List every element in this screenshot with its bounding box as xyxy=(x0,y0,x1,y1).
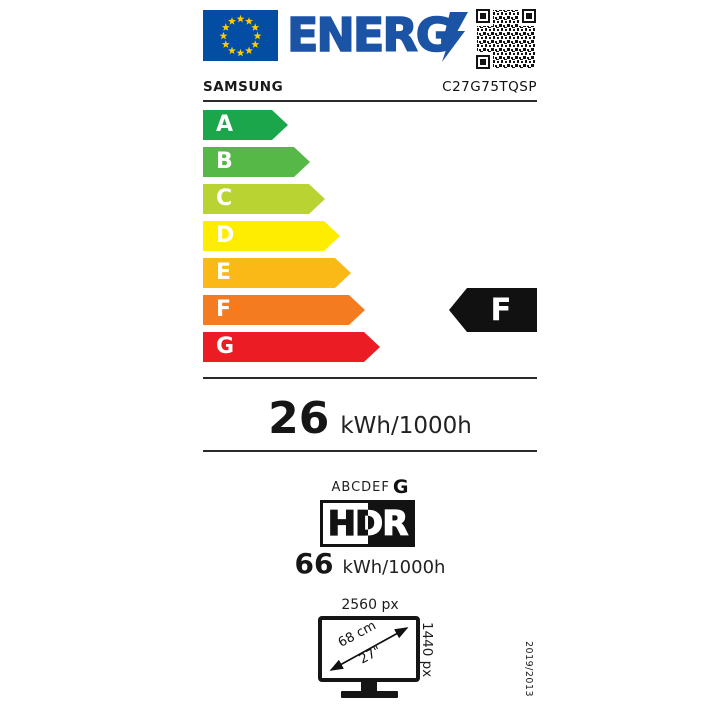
sdr-consumption-value: 26 xyxy=(268,393,330,444)
class-letter: G xyxy=(216,334,235,359)
class-letter: D xyxy=(216,223,235,248)
eu-flag-icon xyxy=(203,10,278,61)
screen-vertical-resolution: 1440 px xyxy=(419,622,435,678)
class-arrow-e: E xyxy=(203,258,351,288)
eu-energy-label: ENERG xyxy=(203,0,537,705)
class-arrow-g: G xyxy=(203,332,380,362)
class-letter: F xyxy=(216,297,232,322)
hdr-logo: HDR HDR xyxy=(320,500,415,547)
sdr-consumption-unit: kWh/1000h xyxy=(340,413,472,439)
class-letter: C xyxy=(216,186,233,211)
screen-horizontal-resolution: 2560 px xyxy=(341,597,399,613)
energ-wordmark: ENERG xyxy=(286,8,454,62)
sdr-energy-consumption: 26 kWh/1000h xyxy=(203,379,537,449)
monitor-stand-base xyxy=(341,691,398,698)
brand-name: SAMSUNG xyxy=(203,79,284,95)
class-letter: B xyxy=(216,149,233,174)
divider-line xyxy=(203,100,537,102)
hdr-scale-max: G xyxy=(392,476,409,498)
divider-line xyxy=(203,377,537,379)
model-number: C27G75TQSP xyxy=(442,79,537,95)
hdr-consumption-unit: kWh/1000h xyxy=(342,557,446,578)
class-letter: E xyxy=(216,260,232,285)
class-arrow-d: D xyxy=(203,221,340,251)
hdr-logo-black-half: HDR xyxy=(367,503,412,544)
class-arrow-a: A xyxy=(203,110,288,140)
monitor-stand-neck xyxy=(361,682,377,691)
hdr-consumption-value: 66 xyxy=(294,547,334,580)
class-arrow-b: B xyxy=(203,147,310,177)
lightning-bolt-icon xyxy=(442,12,468,62)
efficiency-ladder: A B C D E F G xyxy=(203,110,380,369)
class-arrow-f: F xyxy=(203,295,365,325)
hdr-energy-consumption: 66 kWh/1000h xyxy=(203,547,537,580)
rated-class-letter: F xyxy=(490,292,512,328)
brand-row: SAMSUNG C27G75TQSP xyxy=(203,79,537,95)
monitor-diagram: 68 cm 27" xyxy=(318,616,420,682)
class-arrow-c: C xyxy=(203,184,325,214)
hdr-logo-text-light: HDR xyxy=(368,503,410,544)
regulation-reference: 2019/2013 xyxy=(523,641,534,698)
diagonal-arrow-icon xyxy=(329,627,409,671)
rated-class-indicator: F xyxy=(449,288,537,332)
qr-code xyxy=(475,8,537,70)
hdr-scale-letters: ABCDEF xyxy=(331,480,390,495)
class-letter: A xyxy=(216,112,234,137)
divider-line xyxy=(203,450,537,452)
hdr-scale-row: ABCDEF G xyxy=(203,476,537,498)
